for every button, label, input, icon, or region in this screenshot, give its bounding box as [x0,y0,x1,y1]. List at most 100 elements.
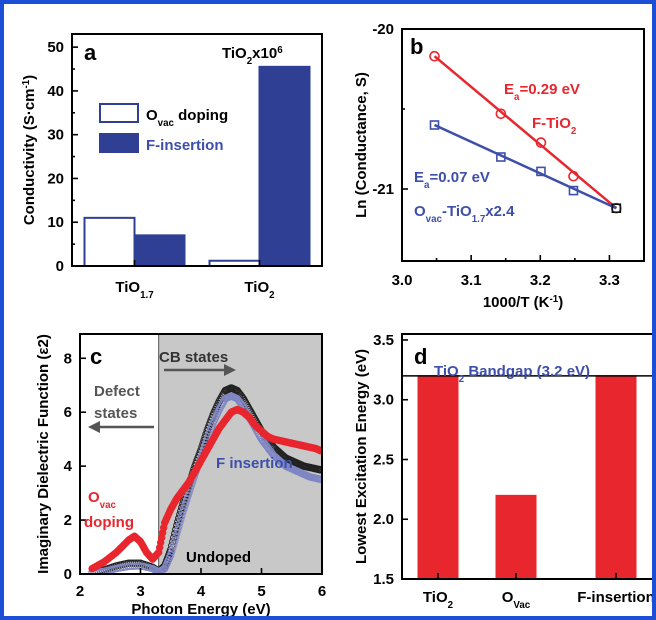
y-tick-label: 2.0 [373,511,394,528]
series-label-ovac: Ovac-TiO1.7x2.4 [414,203,515,225]
series-label-f: F-TiO2 [532,115,577,137]
x-tick-label: 4 [197,583,206,600]
y-tick-label: 1.5 [373,571,394,588]
data-point [568,170,579,182]
data-point [167,551,175,559]
ovac-label-2: doping [84,514,134,531]
x-tick-label: 3 [136,583,144,600]
y-tick-label: 3.0 [373,392,394,409]
defect-label-1: Defect [94,383,140,400]
y-axis-label: Ln (Conductance, S) [353,72,370,218]
data-point [178,511,186,520]
data-point [317,475,322,484]
ea-label-f: Ea=0.29 eV [504,81,580,103]
cb-states-label: CB states [159,349,228,366]
data-point [536,166,546,177]
bar-f-0 [133,234,186,267]
y-tick-label: 50 [47,39,64,56]
data-point [429,50,440,62]
y-axis-label: Conductivity (S·cm-1) [21,75,39,225]
bar-f-1 [258,65,311,268]
data-point [170,540,178,549]
bar-1 [495,494,537,580]
data-point [167,546,175,554]
y-tick-label: 0 [64,566,72,583]
fit-line-0 [433,55,618,210]
bar-2 [595,375,637,580]
y-tick-label: 6 [64,404,72,421]
x-axis-label: 1000/T (K-1) [483,294,563,312]
scale-annotation: TiO2x106 [222,45,283,67]
y-tick-label: 10 [47,214,64,231]
data-point [215,405,223,414]
data-point [171,537,179,545]
x-tick-label: 3.2 [530,272,551,289]
y-tick-label: 4 [64,458,73,475]
y-tick-label: 8 [64,350,72,367]
ea-label-ovac: Ea=0.07 eV [414,169,490,191]
data-point [429,120,440,130]
data-point [174,526,182,534]
data-point [217,402,225,410]
panel-letter: a [84,40,97,65]
x-tick-label: TiO1.7 [115,279,153,301]
plot-frame [71,33,323,267]
x-tick-label: TiO2 [244,279,275,301]
x-tick-label: TiO2 [423,589,454,611]
y-tick-label: -21 [372,181,394,198]
legend-label-f: F-insertion [146,137,224,154]
panel-d: TiO2 OVac F-insertion 1.5 2.0 2.5 3.0 3.5 TiO2 B… [353,332,652,611]
panel-letter: d [414,344,427,369]
data-point [168,547,176,556]
cb-shaded-region [158,333,323,575]
x-tick-label: OVac [502,589,531,611]
y-tick-label: 2 [64,512,72,529]
data-point [611,203,622,213]
bar-ovac-0 [83,216,136,268]
data-point [317,447,322,455]
plot-area-c [88,384,322,574]
panel-letter: b [410,34,423,59]
legend-label-ovac: Ovac doping [146,107,228,129]
defect-label-2: states [94,405,137,422]
data-point [216,404,224,412]
x-tick-label: F-insertion [577,589,652,606]
data-point [535,137,547,148]
data-point [172,533,180,541]
defect-arrow-head [88,421,100,433]
y-tick-label: 20 [47,170,64,187]
f-insertion-label: F insertion [216,455,293,472]
panel-a: TiO1.7 TiO2 0 10 20 30 40 50 Conductivity (S·cm-… [21,33,323,301]
x-tick-label: 2 [76,583,84,600]
y-tick-label: 3.5 [373,332,394,349]
x-tick-label: 3.3 [599,272,620,289]
y-tick-label: 2.5 [373,451,394,468]
data-point [169,544,177,552]
y-tick-label: 0 [56,258,64,275]
y-axis-label: Imaginary Dielectric Function (ε2) [35,334,52,574]
fit-line-1 [433,123,617,210]
data-point [317,466,322,474]
legend-swatch-ovac [99,103,139,123]
y-tick-label: 40 [47,83,64,100]
data-point [177,515,185,523]
data-point [173,529,181,538]
data-point [495,108,507,120]
data-point [496,152,506,162]
x-tick-label: 5 [257,583,265,600]
data-point [568,185,579,196]
data-point [175,522,183,531]
x-tick-label: 3.0 [392,272,413,289]
panel-b: 3.0 3.1 3.2 3.3 -20 -21 1000/T (K-1) Ln (Conduc… [353,21,645,312]
plot-frame [401,333,652,580]
data-point [218,400,226,408]
x-tick-label: 6 [318,583,326,600]
y-tick-label: -20 [372,21,394,38]
bar-0 [417,375,459,580]
data-point [176,519,184,527]
legend-swatch-f [99,133,139,153]
cb-arrow-head [224,364,236,376]
